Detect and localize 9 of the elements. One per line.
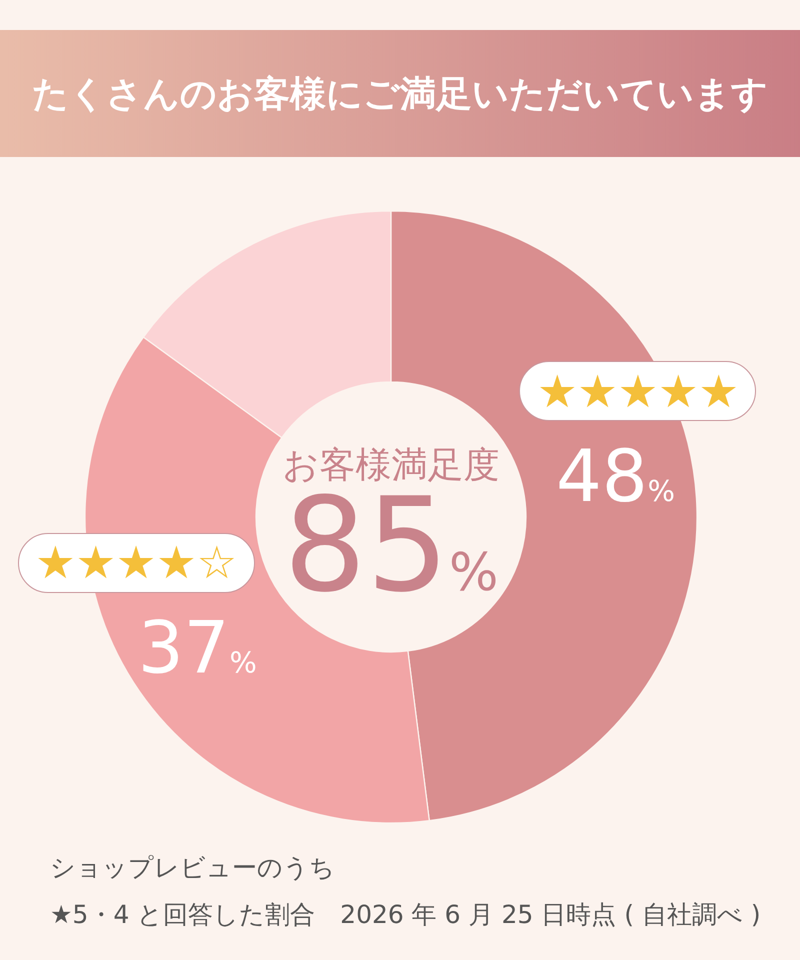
- slice-label: ★★★★★: [537, 364, 739, 418]
- text: ショップレビューのうち: [50, 853, 335, 882]
- chart-title: たくさんのお客様にご満足いただいています: [32, 74, 768, 115]
- text: ★5・4 と回答した割合 2026 年 6 月 25 日時点 ( 自社調べ ): [50, 900, 761, 929]
- data-label: 48%: [556, 434, 676, 518]
- label-pill: ★★★★★: [519, 361, 756, 422]
- slice-label: ★★★★☆: [35, 536, 237, 590]
- data-label: 37%: [138, 606, 257, 690]
- label-pill: ★★★★☆: [18, 532, 255, 593]
